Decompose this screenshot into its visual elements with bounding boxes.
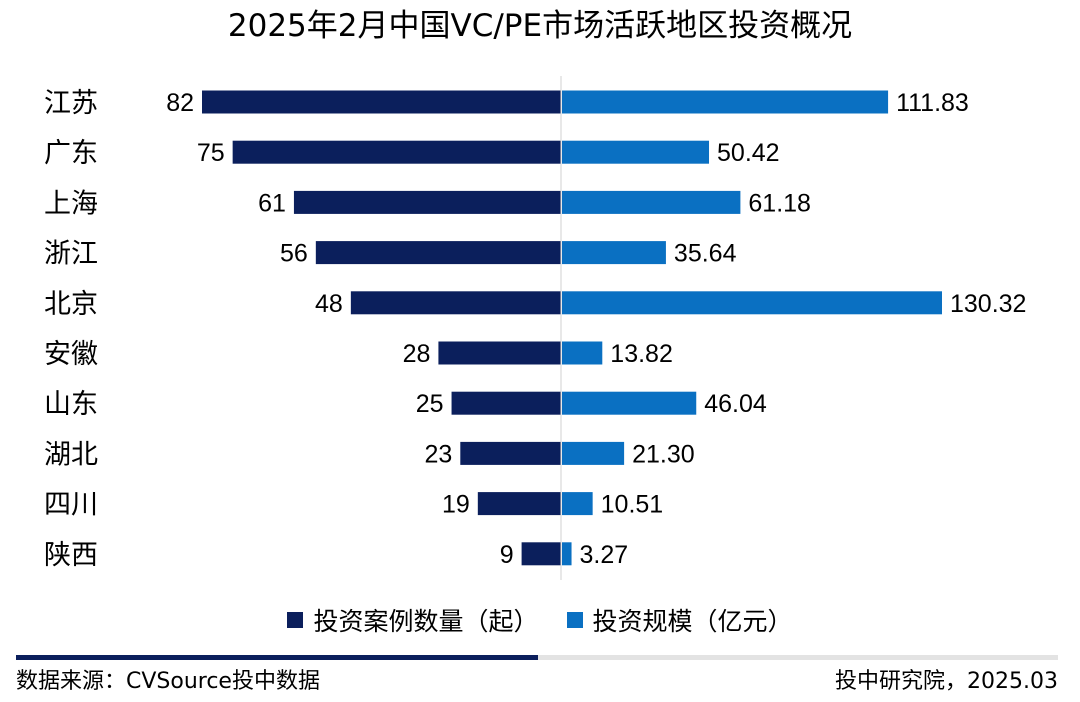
data-label-case-count: 23	[424, 440, 452, 468]
category-label: 上海	[44, 188, 98, 219]
data-label-case-count: 48	[315, 290, 343, 318]
bar-investment-scale	[562, 492, 593, 516]
legend-swatch-case-count	[287, 612, 304, 628]
bar-case-count	[451, 391, 561, 415]
bar-investment-scale	[562, 291, 942, 315]
bar-investment-scale	[562, 391, 697, 415]
source-note: 数据来源：CVSource投中数据	[16, 669, 320, 694]
data-label-investment-scale: 21.30	[632, 440, 695, 468]
bar-investment-scale	[562, 90, 889, 114]
data-label-case-count: 25	[416, 390, 444, 418]
legend-item-case-count: 投资案例数量（起）	[287, 602, 539, 638]
legend-label-case-count: 投资案例数量（起）	[313, 607, 539, 636]
legend-swatch-investment-scale	[566, 612, 583, 628]
credit-note: 投中研究院，2025.03	[835, 669, 1058, 694]
bar-investment-scale	[562, 140, 710, 164]
bar-case-count	[232, 140, 561, 164]
bar-investment-scale	[562, 241, 666, 265]
investment-scale-bars	[562, 90, 942, 566]
data-label-investment-scale: 111.83	[896, 89, 969, 117]
data-label-investment-scale: 50.42	[717, 139, 780, 167]
data-label-case-count: 82	[166, 89, 194, 117]
bar-case-count	[202, 90, 561, 114]
data-label-investment-scale: 10.51	[601, 491, 664, 519]
data-label-investment-scale: 130.32	[950, 290, 1026, 318]
bar-case-count	[315, 241, 561, 265]
bar-investment-scale	[562, 190, 741, 214]
legend-label-investment-scale: 投资规模（亿元）	[592, 607, 793, 636]
category-label: 江苏	[44, 88, 98, 119]
data-label-investment-scale: 46.04	[704, 390, 767, 418]
data-label-case-count: 19	[442, 491, 470, 519]
investment-scale-labels: 111.83 50.42 61.18 35.64 130.32 13.82 46.04 21.…	[580, 89, 1027, 569]
data-label-investment-scale: 3.27	[580, 541, 629, 569]
legend: 投资案例数量（起） 投资规模（亿元）	[0, 600, 1080, 640]
bar-case-count	[438, 341, 561, 365]
category-label: 四川	[44, 490, 98, 521]
data-label-investment-scale: 61.18	[748, 189, 811, 217]
category-label: 广东	[44, 138, 98, 169]
bar-case-count	[293, 190, 561, 214]
legend-item-investment-scale: 投资规模（亿元）	[566, 602, 793, 638]
category-label: 北京	[44, 289, 98, 320]
data-label-case-count: 61	[258, 189, 286, 217]
data-label-case-count: 9	[500, 541, 514, 569]
chart-title: 2025年2月中国VC/PE市场活跃地区投资概况	[227, 8, 853, 44]
footer-divider-dark	[16, 655, 538, 660]
data-label-investment-scale: 13.82	[610, 340, 673, 368]
data-label-case-count: 75	[197, 139, 225, 167]
case-count-bars	[202, 90, 561, 566]
category-label: 陕西	[44, 540, 98, 571]
data-label-case-count: 28	[403, 340, 431, 368]
category-label: 湖北	[44, 439, 98, 470]
bar-investment-scale	[562, 542, 572, 566]
footer-divider-light	[538, 655, 1058, 660]
bar-investment-scale	[562, 341, 603, 365]
bar-case-count	[460, 441, 561, 465]
category-label: 山东	[44, 389, 98, 420]
bar-case-count	[477, 492, 561, 516]
category-label: 浙江	[44, 239, 98, 270]
bar-case-count	[350, 291, 561, 315]
data-label-case-count: 56	[280, 240, 308, 268]
bar-investment-scale	[562, 441, 625, 465]
bar-case-count	[521, 542, 561, 566]
data-label-investment-scale: 35.64	[674, 240, 737, 268]
category-label: 安徽	[44, 339, 98, 370]
